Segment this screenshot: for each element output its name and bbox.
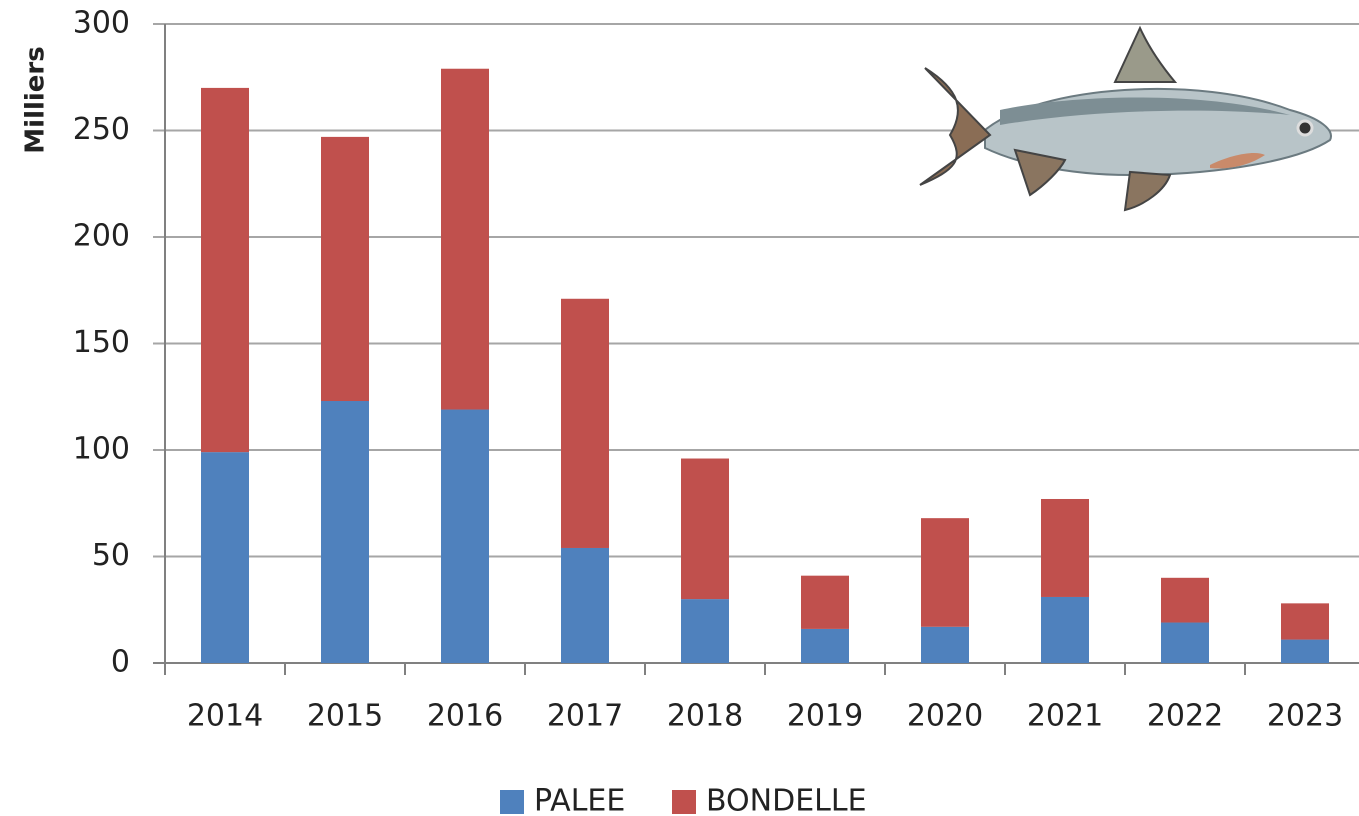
bar-segment	[1281, 603, 1329, 640]
bar-segment	[681, 599, 729, 663]
x-tick-label: 2021	[1027, 699, 1103, 734]
bar-segment	[1041, 498, 1089, 597]
x-tick-label: 2019	[787, 699, 863, 734]
bar-segment	[921, 518, 969, 627]
x-tick-label: 2020	[907, 699, 983, 734]
x-tick-label: 2017	[547, 699, 623, 734]
legend-label: PALEE	[534, 784, 625, 816]
bar-segment	[1041, 596, 1089, 663]
bar-segment	[1281, 639, 1329, 663]
bar-segment	[801, 575, 849, 629]
y-axis-label: Milliers	[21, 46, 51, 153]
legend-label: BONDELLE	[706, 784, 867, 816]
bar-segment	[201, 87, 249, 453]
x-tick-label: 2014	[187, 699, 263, 734]
y-tick-label: 300	[73, 6, 130, 41]
x-tick-label: 2016	[427, 699, 503, 734]
x-tick-label: 2015	[307, 699, 383, 734]
y-tick-label: 200	[73, 219, 130, 254]
y-tick-label: 0	[111, 645, 130, 680]
bar-segment	[561, 547, 609, 663]
bar-segment	[1161, 622, 1209, 663]
bar-segment	[1161, 577, 1209, 623]
bar-segment	[561, 298, 609, 548]
y-tick-label: 50	[92, 538, 130, 573]
x-tick-label: 2018	[667, 699, 743, 734]
bar-segment	[321, 401, 369, 663]
bar-segment	[321, 136, 369, 402]
fish-illustration	[919, 25, 1332, 212]
bar-segment	[441, 68, 489, 410]
legend-swatch	[672, 790, 696, 814]
legend-swatch	[500, 790, 524, 814]
y-tick-label: 150	[73, 325, 130, 360]
bar-segment	[441, 409, 489, 663]
y-tick-label: 250	[73, 112, 130, 147]
bar-segment	[201, 452, 249, 663]
y-tick-label: 100	[73, 432, 130, 467]
bar-segment	[681, 458, 729, 600]
x-tick-label: 2022	[1147, 699, 1223, 734]
bar-segment	[921, 626, 969, 663]
x-tick-label: 2023	[1267, 699, 1343, 734]
bar-segment	[801, 628, 849, 663]
